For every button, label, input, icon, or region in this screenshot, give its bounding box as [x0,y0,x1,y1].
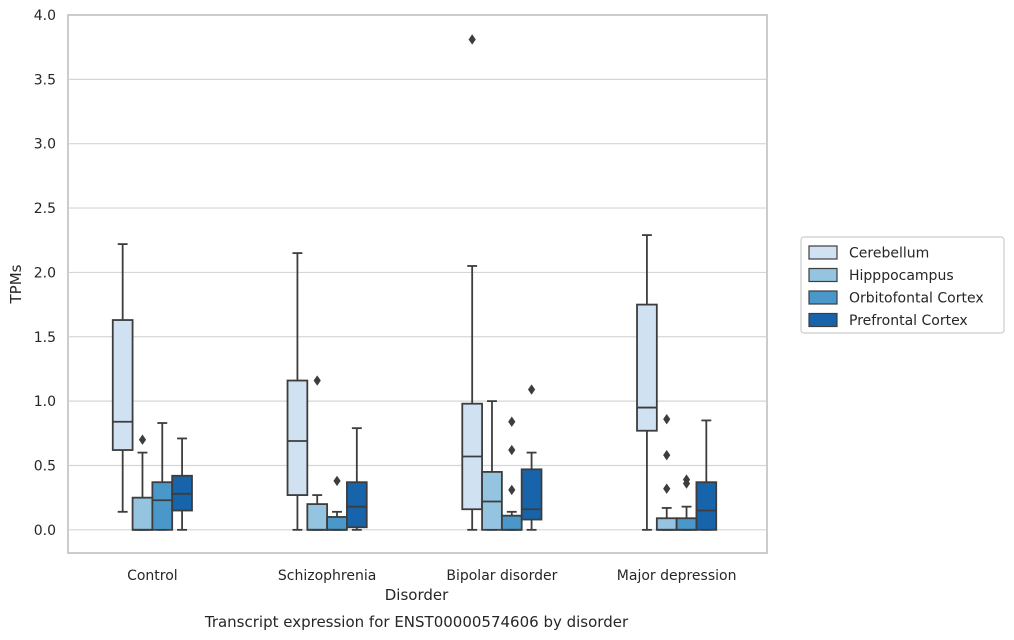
box-iqr [695,481,718,531]
gridlines [68,14,767,531]
box-hipppocampus [655,413,678,531]
outlier-point [508,484,516,496]
legend-label: Hipppocampus [849,268,954,284]
y-tick-label: 1.5 [34,330,56,346]
box-orbitofontal-cortex [151,422,174,531]
box-hipppocampus [306,375,329,531]
outlier-point [663,413,671,425]
box-orbitofontal-cortex [326,475,348,531]
box-iqr [655,517,678,531]
outlier-point [508,444,516,456]
box-iqr [151,481,174,531]
y-tick-label: 2.0 [34,265,56,281]
box-iqr [636,303,658,432]
legend-swatch [808,312,838,328]
y-axis-ticks: 0.0 0.5 1.0 1.5 2.0 2.5 3.0 3.5 4.0 [34,8,56,539]
box-cerebellum [461,34,483,531]
outlier-point [663,449,671,461]
boxes [111,34,718,531]
box-iqr [520,468,543,521]
box-iqr [306,503,329,531]
box-iqr [131,496,154,531]
outlier-point [138,434,147,445]
legend-label: Prefrontal Cortex [849,313,968,329]
box-hipppocampus [131,434,154,531]
legend-swatch [808,245,838,260]
box-prefrontal-cortex [346,427,368,531]
outlier-point [468,34,476,45]
box-iqr [500,514,523,531]
y-tick-label: 3.0 [34,137,56,153]
legend: Cerebellum Hipppocampus Orbitofontal Corte… [800,236,1005,334]
legend-label: Orbitofontal Cortex [849,291,984,307]
box-iqr [346,481,368,529]
box-prefrontal-cortex [695,419,718,531]
box-hipppocampus [481,400,503,531]
x-tick-label: Control [127,568,178,584]
y-tick-label: 3.5 [34,72,56,88]
box-cerebellum [111,243,134,513]
y-tick-label: 2.5 [34,201,56,217]
box-orbitofontal-cortex [675,474,698,531]
box-iqr [286,379,309,496]
box-cerebellum [286,252,309,531]
legend-swatch [808,267,838,283]
legend-label: Cerebellum [849,246,929,262]
box-prefrontal-cortex [171,437,193,531]
legend-frame [800,236,1005,334]
plot-frame [67,14,768,554]
box-prefrontal-cortex [520,384,543,531]
y-tick-label: 1.0 [34,394,56,410]
x-tick-label: Schizophrenia [278,568,376,584]
x-axis-label: Disorder [385,586,449,604]
x-tick-label: Major depression [617,568,737,584]
box-iqr [326,516,348,531]
y-tick-label: 0.5 [34,458,56,474]
y-tick-label: 4.0 [34,8,56,24]
outlier-point [527,384,536,395]
box-iqr [675,517,698,531]
box-cerebellum [636,234,658,531]
legend-swatch [808,290,838,305]
outlier-point [333,475,341,487]
outlier-point [508,416,516,427]
box-iqr [111,319,134,451]
box-orbitofontal-cortex [500,416,523,531]
outlier-point [682,478,691,489]
outlier-point [313,375,321,386]
outlier-point [663,483,671,494]
x-tick-label: Bipolar disorder [446,568,557,584]
x-axis-ticks: Control Schizophrenia Bipolar disorder Majo… [127,568,736,584]
chart-caption: Transcript expression for ENST0000057460… [204,613,629,631]
y-tick-label: 0.0 [34,523,56,539]
y-axis-label: TPMs [7,264,25,304]
